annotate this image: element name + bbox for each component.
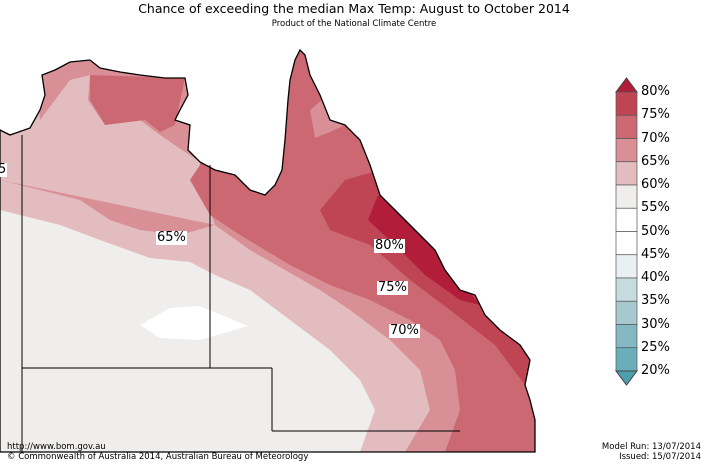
legend-swatch bbox=[615, 254, 638, 279]
legend-label: 45% bbox=[641, 246, 670, 262]
map-label-70: 70% bbox=[389, 323, 420, 338]
footer-url[interactable]: http://www.bom.gov.au bbox=[7, 442, 106, 452]
map-title: Chance of exceeding the median Max Temp:… bbox=[138, 1, 570, 16]
legend-label: 60% bbox=[641, 177, 670, 192]
map-subtitle: Product of the National Climate Centre bbox=[271, 19, 437, 29]
band-50-55 bbox=[140, 306, 248, 340]
band-70-75-north bbox=[90, 75, 185, 132]
legend-swatch bbox=[615, 324, 638, 349]
legend-label: 30% bbox=[641, 316, 670, 332]
legend-arrow-top bbox=[615, 77, 638, 93]
legend-swatch bbox=[615, 91, 638, 116]
legend-arrow-bottom bbox=[615, 370, 638, 386]
legend-label: 80% bbox=[641, 84, 670, 99]
legend-swatch bbox=[615, 300, 638, 325]
legend-swatch bbox=[615, 114, 638, 139]
legend-label: 75% bbox=[641, 107, 670, 123]
legend-swatch bbox=[615, 207, 638, 232]
legend-swatch bbox=[615, 347, 638, 372]
legend-label: 20% bbox=[641, 363, 670, 378]
footer-model-run: Model Run: 13/07/2014 bbox=[601, 442, 701, 452]
map-label-65: 65% bbox=[156, 230, 187, 245]
legend-label: 70% bbox=[641, 130, 670, 146]
legend-swatch bbox=[615, 231, 638, 256]
legend-colorbar bbox=[615, 77, 638, 386]
legend-swatch bbox=[615, 161, 638, 186]
legend-swatch bbox=[615, 184, 638, 209]
legend-label: 65% bbox=[641, 153, 670, 169]
legend-label: 55% bbox=[641, 200, 670, 216]
legend-label: 25% bbox=[641, 339, 670, 355]
legend-label: 40% bbox=[641, 270, 670, 285]
map-label-80: 80% bbox=[374, 238, 405, 253]
legend-swatch bbox=[615, 277, 638, 302]
legend-label: 50% bbox=[641, 223, 670, 239]
map-label-75: 75% bbox=[377, 280, 408, 295]
legend-label: 35% bbox=[641, 293, 670, 309]
band-65-70-patch bbox=[310, 100, 345, 138]
footer-copyright: © Commonwealth of Australia 2014, Austra… bbox=[7, 452, 309, 462]
legend-swatch bbox=[615, 138, 638, 163]
map-label-partial: 5 bbox=[0, 163, 8, 177]
state-borders bbox=[21, 135, 460, 452]
footer-issued: Issued: 15/07/2014 bbox=[619, 452, 701, 462]
